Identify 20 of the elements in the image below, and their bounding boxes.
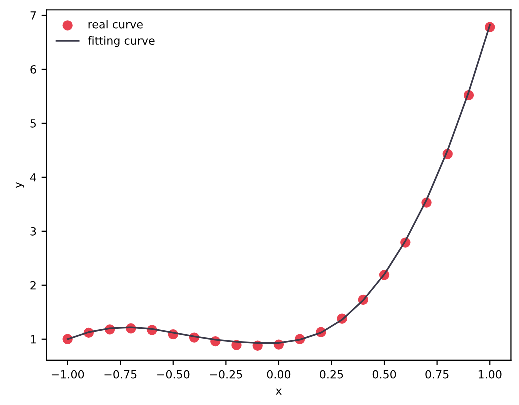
y-tick-label: 3 [30,227,36,236]
x-axis-title: x [276,388,282,395]
x-tick-label: 0.75 [426,370,449,379]
y-axis-title: y [16,182,24,188]
x-tick-label: 0.50 [372,370,396,379]
x-tick-label: −0.25 [210,370,242,379]
x-tick-label: −0.75 [104,370,137,379]
legend-label: fitting curve [88,36,155,48]
legend-label: real curve [88,20,143,29]
y-tick-label: 5 [30,120,36,128]
x-tick-label: 0.00 [267,370,291,379]
y-tick-label: 1 [31,336,36,344]
y-tick-label: 2 [30,281,36,290]
y-tick-label: 4 [30,174,36,182]
y-tick-label: 6 [30,65,36,74]
x-tick-label: −1.00 [52,370,84,379]
x-tick-label: 1.00 [478,370,502,379]
y-tick-label: 7 [30,12,36,20]
x-tick-label: −0.50 [158,370,190,379]
x-tick-label: 0.25 [320,370,344,379]
